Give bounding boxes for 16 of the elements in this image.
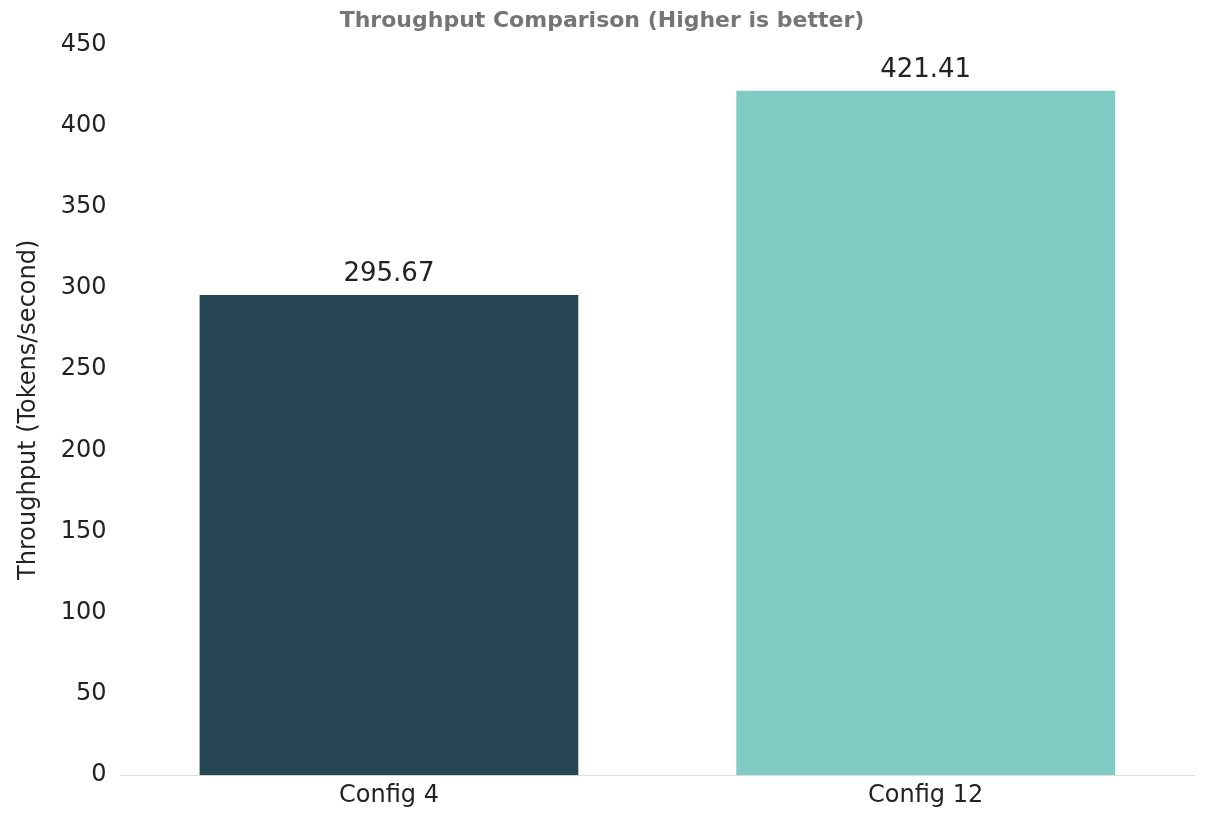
chart-title: Throughput Comparison (Higher is better) [339, 6, 865, 32]
y-tick-label: 450 [60, 28, 107, 57]
x-tick-label: Config 4 [339, 779, 439, 808]
y-tick-label: 0 [91, 759, 107, 788]
y-axis-title: Throughput (Tokens/second) [12, 239, 41, 581]
data-label: 295.67 [343, 256, 435, 287]
y-tick-label: 50 [76, 678, 107, 707]
data-label: 421.41 [880, 52, 972, 83]
y-tick-label: 400 [60, 109, 107, 138]
y-tick-label: 150 [60, 515, 107, 544]
x-tick-label: Config 12 [868, 779, 984, 808]
y-tick-label: 350 [60, 191, 107, 220]
y-tick-label: 200 [60, 434, 107, 463]
y-tick-label: 300 [60, 272, 107, 301]
y-tick-label: 250 [60, 353, 107, 382]
y-tick-label: 100 [60, 597, 107, 626]
